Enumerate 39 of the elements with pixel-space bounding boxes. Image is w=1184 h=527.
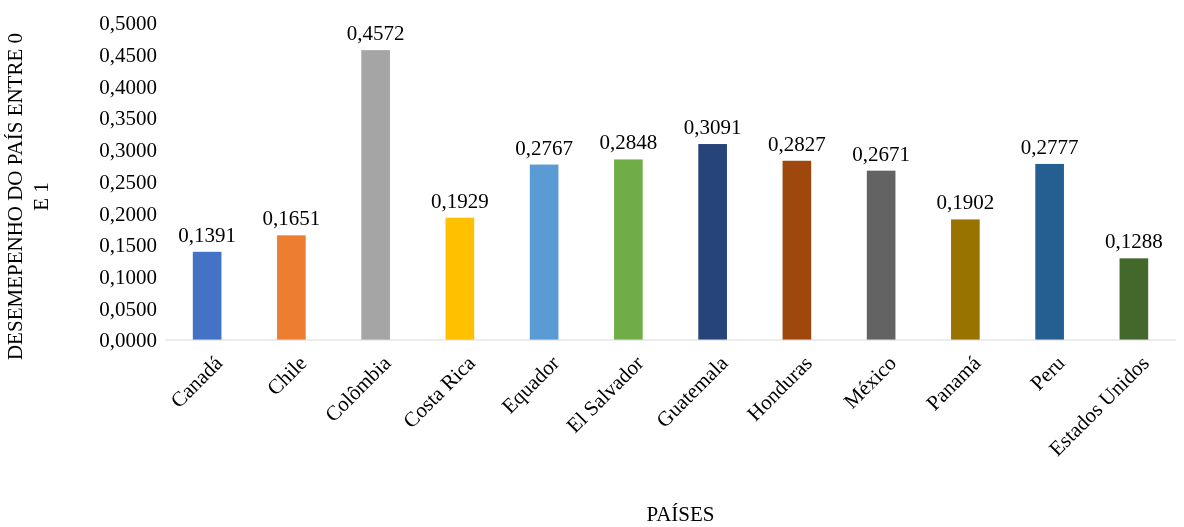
x-tick-label: Chile bbox=[262, 350, 312, 401]
data-label: 0,3091 bbox=[683, 115, 742, 140]
bar bbox=[866, 170, 896, 340]
y-tick-label: 0,1500 bbox=[99, 233, 157, 258]
bar bbox=[529, 164, 559, 340]
data-label: 0,1391 bbox=[178, 222, 236, 247]
y-tick-label: 0,3500 bbox=[99, 106, 157, 131]
bar bbox=[951, 219, 980, 340]
data-label: 0,2767 bbox=[515, 135, 573, 160]
bar bbox=[277, 235, 306, 340]
bar bbox=[361, 50, 390, 340]
y-tick-label: 0,3000 bbox=[99, 138, 157, 163]
data-label: 0,1651 bbox=[262, 206, 321, 231]
data-label: 0,2777 bbox=[1020, 134, 1079, 159]
bar bbox=[614, 159, 643, 340]
y-tick-label: 0,4500 bbox=[99, 43, 157, 68]
y-tick-label: 0,1000 bbox=[99, 264, 157, 289]
data-label: 0,1929 bbox=[431, 188, 489, 213]
data-label: 0,2848 bbox=[599, 130, 658, 155]
bar bbox=[192, 251, 222, 340]
y-tick-label: 0,2500 bbox=[99, 169, 157, 194]
y-tick-label: 0,0500 bbox=[99, 296, 157, 321]
bar bbox=[445, 217, 475, 340]
bar bbox=[698, 144, 727, 340]
bar bbox=[1035, 163, 1064, 340]
y-tick-label: 0,2000 bbox=[99, 201, 157, 226]
y-axis-title: DESEMEPENHO DO PAÍS ENTRE 0 E 1 bbox=[3, 32, 53, 361]
data-label: 0,2671 bbox=[852, 141, 910, 166]
data-label: 0,1902 bbox=[936, 190, 995, 215]
y-tick-label: 0,4000 bbox=[99, 74, 157, 99]
data-label: 0,4572 bbox=[346, 21, 405, 46]
y-tick-label: 0,0000 bbox=[99, 328, 157, 353]
x-tick-label: Peru bbox=[1025, 350, 1070, 396]
x-axis-title: PAÍSES bbox=[646, 502, 715, 526]
bar bbox=[782, 160, 812, 340]
bar bbox=[1119, 258, 1149, 340]
data-label: 0,2827 bbox=[768, 131, 826, 156]
data-label: 0,1288 bbox=[1105, 229, 1163, 254]
y-tick-label: 0,5000 bbox=[99, 11, 157, 36]
